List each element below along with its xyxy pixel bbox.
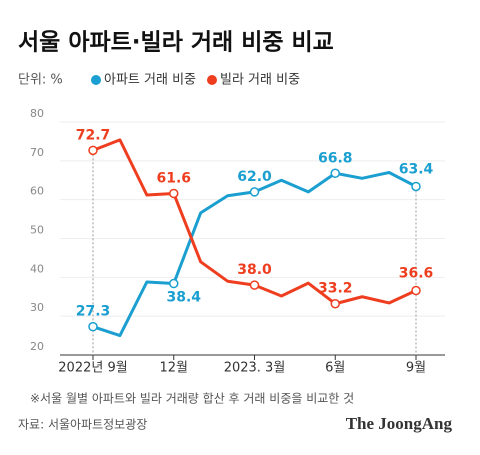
source: 자료: 서울아파트정보광장 [18, 418, 147, 432]
x-tick-label: 2023. 3월 [224, 361, 286, 376]
value-label: 27.3 [76, 304, 111, 320]
x-tick-label: 9월 [406, 361, 426, 376]
legend: 아파트 거래 비중 빌라 거래 비중 [91, 73, 300, 88]
value-label: 61.6 [156, 170, 191, 186]
chart-title: 서울 아파트·빌라 거래 비중 비교 [18, 30, 334, 56]
legend-label: 아파트 거래 비중 [104, 73, 196, 88]
value-label: 38.0 [237, 262, 272, 278]
value-label: 36.6 [399, 266, 434, 282]
y-tick-label: 20 [30, 340, 44, 353]
y-tick-label: 50 [30, 224, 44, 237]
legend-label: 빌라 거래 비중 [220, 73, 300, 88]
value-label: 63.4 [399, 161, 434, 177]
y-tick-label: 30 [30, 301, 44, 314]
point [411, 285, 421, 296]
y-tick-label: 80 [30, 107, 44, 120]
note: ※서울 월별 아파트와 빌라 거래량 합산 후 거래 비중을 비교한 것 [30, 392, 354, 406]
legend-marker [91, 75, 101, 85]
point [169, 188, 179, 199]
y-tick-label: 70 [30, 146, 44, 159]
logo: The JoongAng [346, 414, 453, 433]
x-tick-label: 6월 [325, 361, 345, 376]
value-label: 66.8 [318, 150, 353, 166]
x-tick-label: 2022년 9월 [58, 361, 127, 376]
value-label: 38.4 [166, 290, 201, 306]
value-label: 33.2 [318, 281, 353, 297]
legend-marker [207, 75, 217, 85]
value-label: 62.0 [237, 169, 272, 185]
y-tick-label: 60 [30, 185, 44, 198]
point [330, 298, 340, 309]
point [249, 280, 260, 290]
value-label: 72.7 [76, 127, 111, 143]
x-tick-label: 12월 [159, 361, 188, 376]
point [88, 145, 98, 156]
unit: 단위: % [18, 73, 63, 88]
point [249, 187, 260, 197]
y-tick-label: 40 [30, 262, 44, 275]
series-line [92, 170, 417, 338]
point [411, 181, 421, 192]
point [169, 278, 179, 289]
point [88, 321, 98, 332]
point [330, 168, 340, 179]
series-line [92, 138, 417, 306]
